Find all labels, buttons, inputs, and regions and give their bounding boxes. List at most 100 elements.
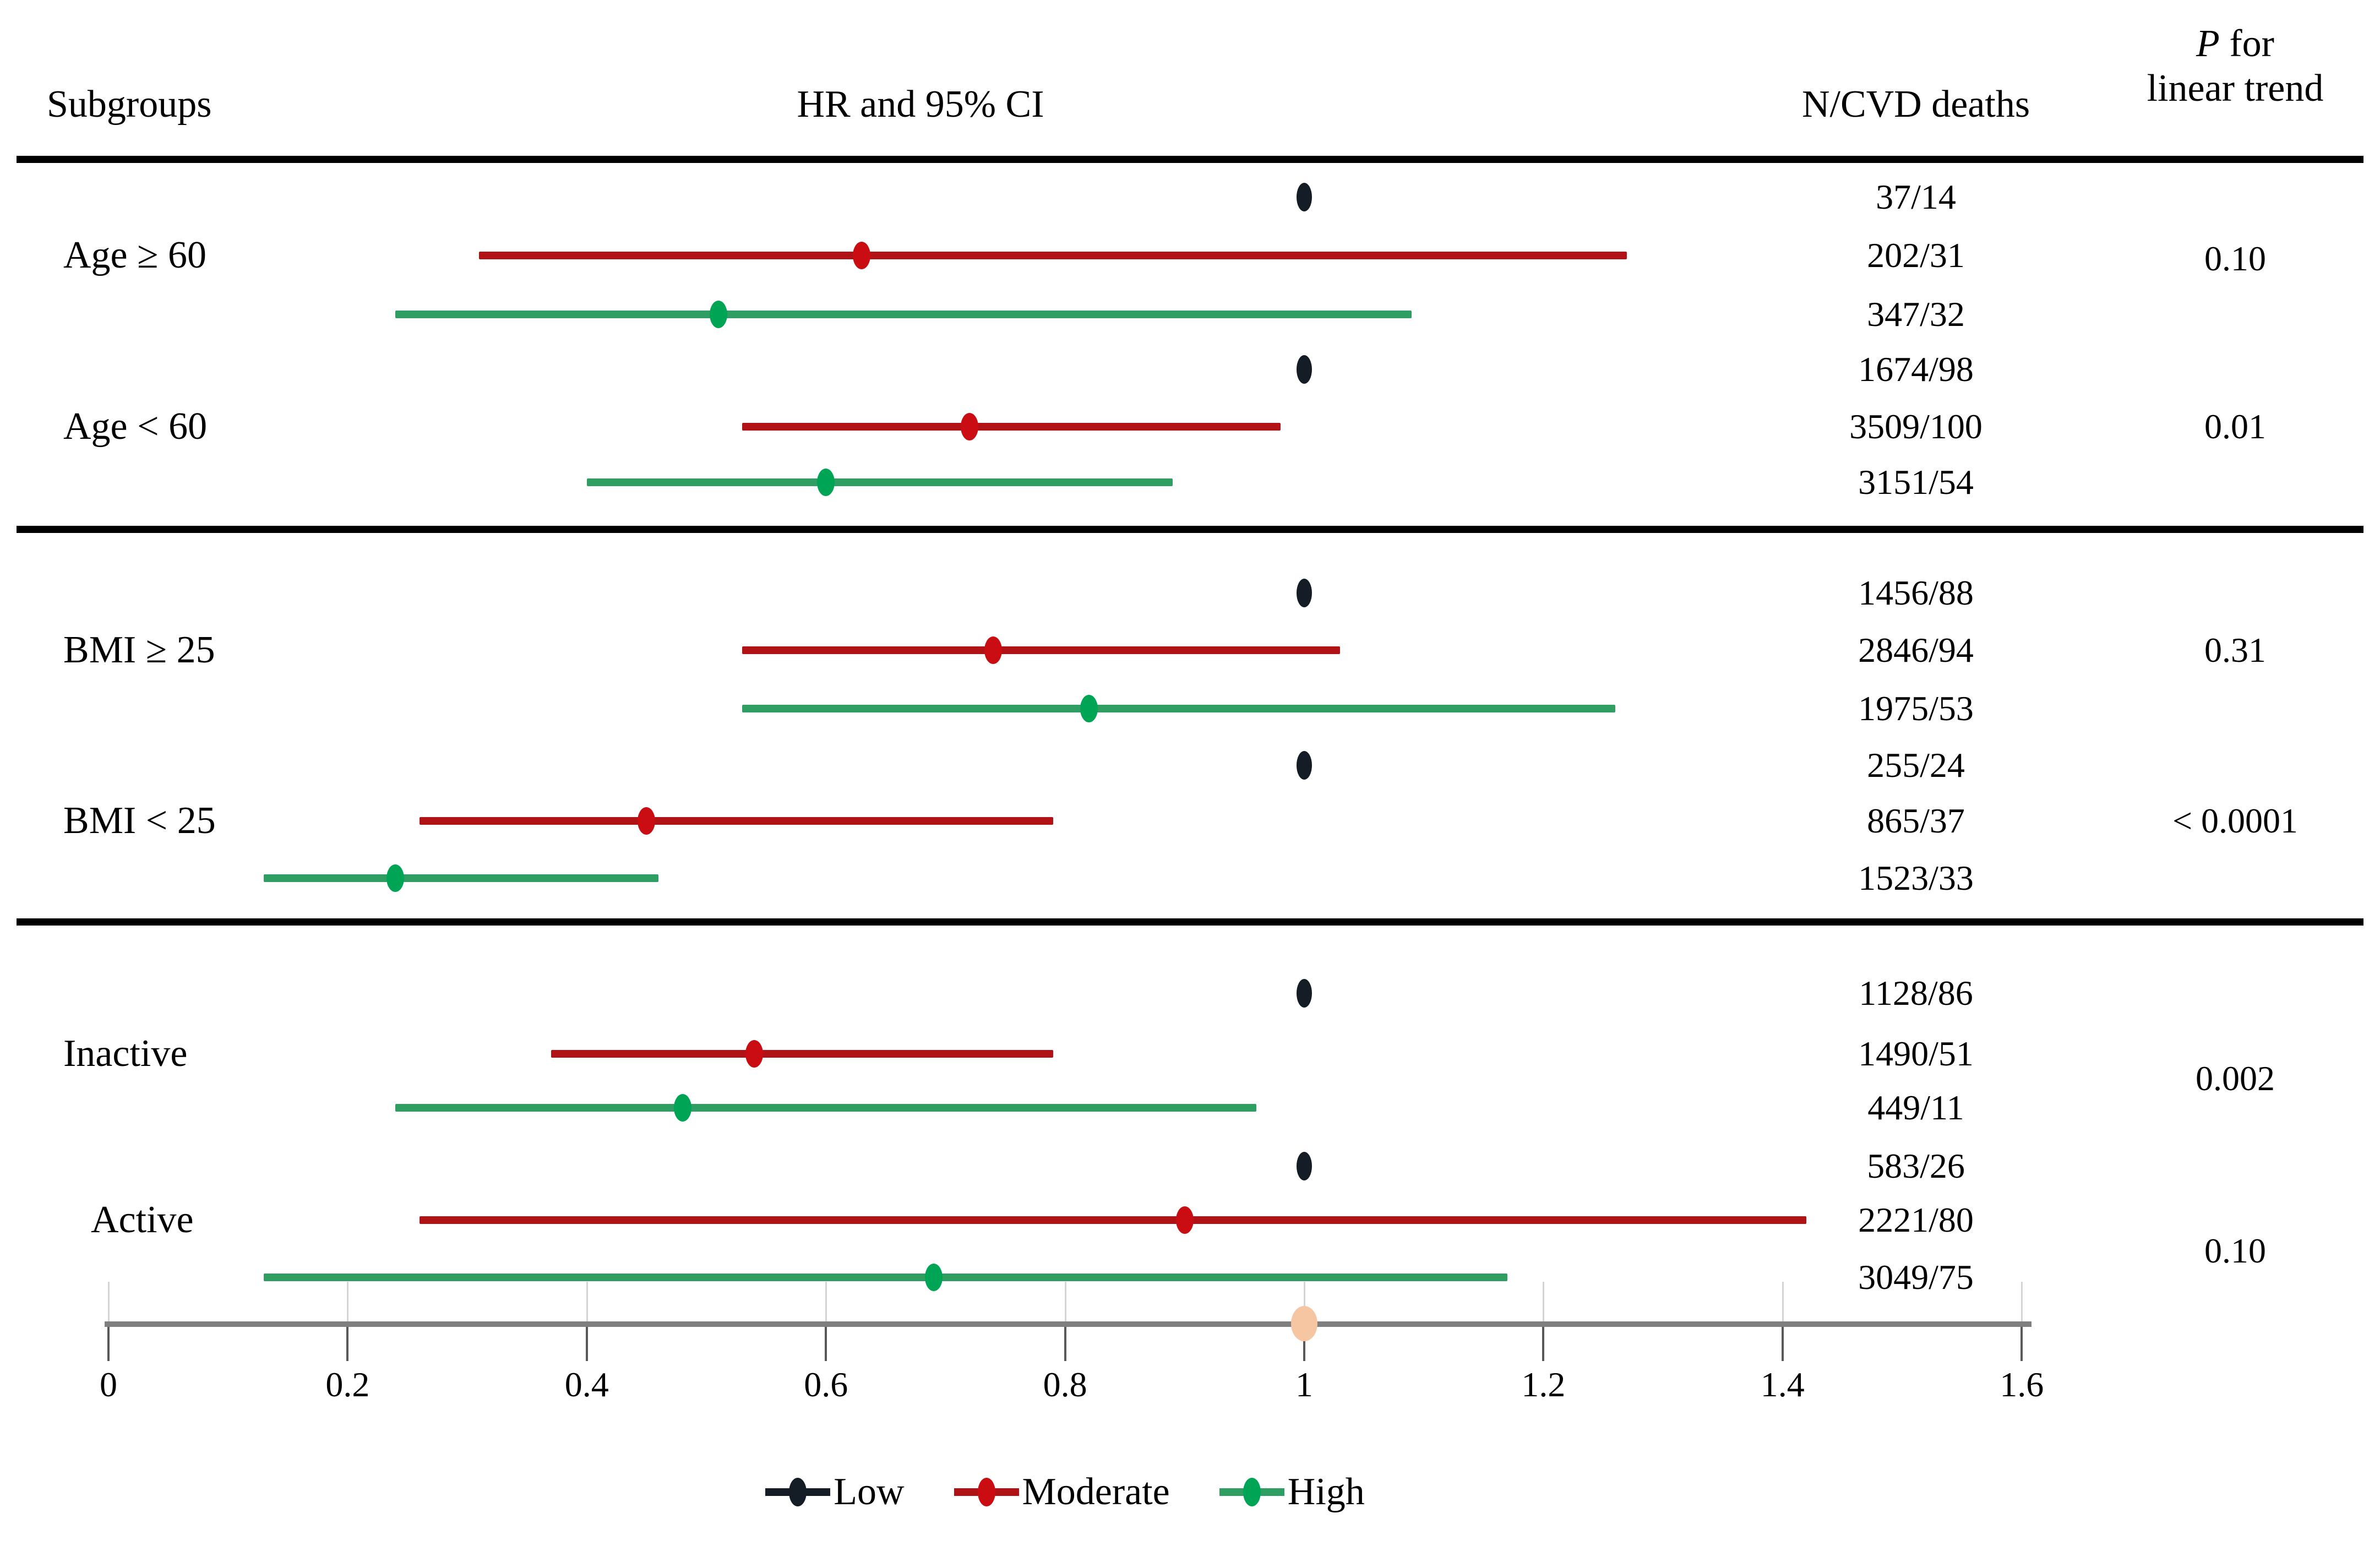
hr-point-high [386,864,405,892]
n-cvd-deaths-value: 2221/80 [1858,1200,1974,1239]
separator-bmi-activity [17,918,2363,926]
legend-label: Moderate [1022,1471,1170,1513]
x-axis-tick [585,1327,588,1361]
n-cvd-deaths-value: 3049/75 [1858,1258,1974,1297]
ci-line-moderate [551,1050,1053,1058]
hr-point-moderate [1175,1206,1194,1234]
hr-point-high [924,1264,943,1291]
legend: Low Moderate High [108,1459,2022,1525]
x-axis-tick-label: 1.6 [2000,1365,2044,1404]
ci-line-high [586,478,1173,486]
legend-label: High [1287,1471,1365,1513]
x-axis-tick-stub [1543,1282,1545,1321]
legend-marker-icon [1219,1478,1284,1506]
subgroup-label: BMI < 25 [63,799,216,842]
legend-label: Low [834,1471,905,1513]
subgroup-label: Age < 60 [63,405,208,448]
x-axis-tick-stub [825,1282,827,1321]
x-axis-tick-label: 1 [1295,1365,1313,1404]
x-axis-tick-label: 0 [100,1365,117,1404]
hr-point-moderate [745,1040,763,1068]
hr-point-low [1297,183,1312,211]
legend-item-high: High [1219,1470,1365,1514]
n-cvd-deaths-value: 1674/98 [1858,350,1974,389]
subgroup-label: Active [91,1199,194,1241]
ci-line-high [264,1274,1508,1281]
x-axis-tick-label: 0.4 [564,1365,609,1404]
hr-point-low [1297,1152,1312,1180]
x-axis-line [105,1321,2032,1327]
hr-point-moderate [960,413,978,440]
hr-point-low [1297,751,1312,780]
axis-reference-marker [1291,1306,1317,1341]
p-for-linear-trend-value: 0.10 [2204,1231,2266,1270]
legend-marker-icon [954,1478,1019,1506]
hr-point-high [709,301,727,328]
ci-line-moderate [479,252,1627,259]
n-cvd-deaths-value: 3151/54 [1858,462,1974,502]
p-linear-trend-text: linear trend [2147,67,2324,110]
x-axis-tick-stub [586,1282,588,1321]
n-cvd-deaths-value: 865/37 [1867,801,1965,840]
ci-line-moderate [742,423,1281,431]
hr-point-moderate [984,636,1003,664]
n-cvd-deaths-value: 1975/53 [1858,689,1974,728]
p-for-rest: for [2219,23,2274,65]
x-axis-tick-stub [108,1282,110,1321]
ci-line-moderate [742,646,1341,654]
hr-point-moderate [853,242,871,269]
subgroup-label: Age ≥ 60 [63,234,207,276]
ci-line-high [395,311,1412,318]
p-for-linear-trend-value: 0.31 [2204,630,2266,670]
hr-point-low [1297,355,1312,384]
hr-point-low [1297,979,1312,1008]
x-axis-tick [825,1327,827,1361]
x-axis-tick [1064,1327,1066,1361]
separator-under-header [17,156,2363,163]
subgroup-label: BMI ≥ 25 [63,629,215,671]
x-axis-tick-stub [1782,1282,1784,1321]
x-axis-tick-label: 1.4 [1760,1365,1805,1404]
x-axis-tick-label: 0.6 [804,1365,848,1404]
n-cvd-deaths-value: 255/24 [1867,745,1965,785]
ci-line-high [264,874,659,882]
x-axis-tick [2020,1327,2023,1361]
separator-age-bmi [17,526,2363,533]
legend-marker-icon [765,1478,831,1506]
n-cvd-deaths-value: 347/32 [1867,295,1965,334]
column-header-p-for-linear-trend: P for linear trend [2103,22,2367,111]
n-cvd-deaths-value: 1128/86 [1859,973,1973,1013]
n-cvd-deaths-value: 1490/51 [1858,1034,1974,1073]
n-cvd-deaths-value: 202/31 [1867,236,1965,275]
legend-item-low: Low [765,1470,905,1514]
p-for-linear-trend-value: 0.10 [2204,239,2266,278]
n-cvd-deaths-value: 449/11 [1867,1088,1964,1127]
x-axis-tick-label: 0.8 [1043,1365,1087,1404]
legend-dot-icon [789,1478,807,1506]
subgroup-label: Inactive [63,1032,188,1075]
n-cvd-deaths-value: 3509/100 [1849,407,1983,446]
n-cvd-deaths-value: 583/26 [1867,1146,1965,1185]
ci-line-high [395,1104,1257,1112]
hr-point-high [817,469,835,496]
legend-item-moderate: Moderate [954,1470,1170,1514]
x-axis-tick [1542,1327,1545,1361]
legend-dot-icon [1243,1478,1261,1506]
column-header-n-cvd-deaths: N/CVD deaths [1801,83,2030,126]
x-axis-tick [1781,1327,1784,1361]
n-cvd-deaths-value: 37/14 [1876,177,1956,216]
column-header-hr-ci: HR and 95% CI [797,83,1044,126]
ci-line-high [742,705,1615,712]
ci-line-moderate [419,817,1053,825]
x-axis-tick [107,1327,110,1361]
p-for-linear-trend-value: 0.01 [2204,407,2266,446]
x-axis-tick-label: 1.2 [1521,1365,1566,1404]
legend-dot-icon [977,1478,995,1506]
n-cvd-deaths-value: 2846/94 [1858,630,1974,670]
x-axis-tick-label: 0.2 [325,1365,370,1404]
hr-point-low [1297,579,1312,607]
x-axis-tick [1303,1327,1305,1361]
x-axis-tick-stub [1064,1282,1066,1321]
hr-point-high [673,1094,691,1122]
